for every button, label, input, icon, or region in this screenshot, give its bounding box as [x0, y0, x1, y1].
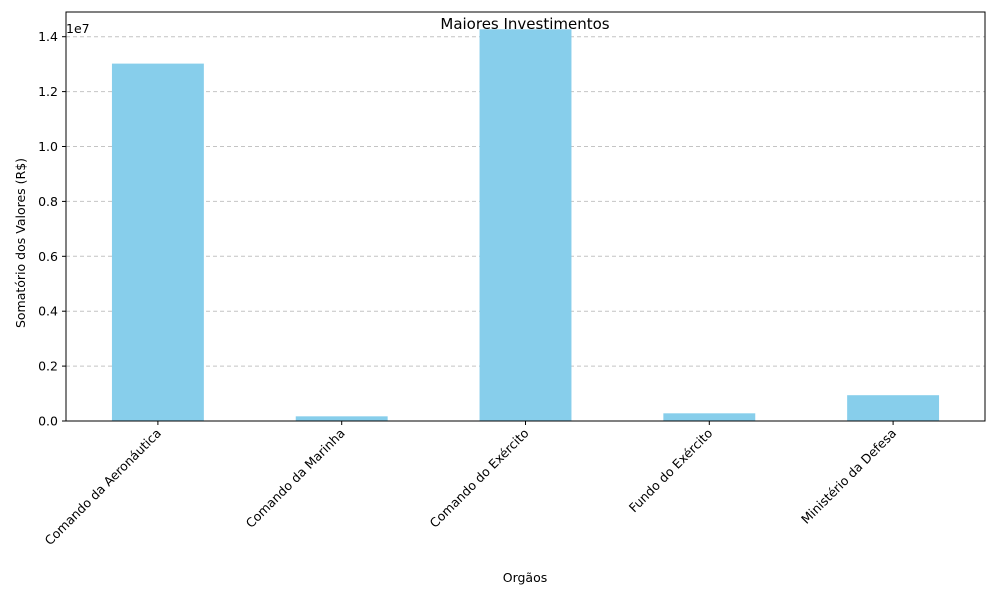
x-tick-label: Comando da Aeronáutica: [42, 426, 164, 548]
chart-title: Maiores Investimentos: [440, 15, 609, 33]
x-axis-ticks: Comando da Aeronáutica Comando da Marinha…: [42, 421, 899, 548]
x-tick-label: Fundo do Exército: [626, 426, 716, 516]
bar: [111, 63, 204, 421]
y-tick-label: 1.2: [38, 84, 58, 99]
bar: [295, 416, 388, 421]
bar: [479, 29, 572, 422]
y-tick-label: 0.4: [38, 304, 58, 319]
y-tick-label: 0.8: [38, 194, 58, 209]
bar: [663, 413, 756, 421]
grid-lines: [66, 36, 985, 367]
x-tick-label: Comando do Exército: [427, 426, 532, 531]
bar: [847, 395, 940, 421]
x-axis-title: Orgãos: [503, 570, 548, 585]
x-tick-label: Ministério da Defesa: [798, 426, 899, 527]
y-offset-label: 1e7: [66, 21, 90, 36]
y-tick-label: 0.2: [38, 359, 58, 374]
y-tick-label: 1.0: [38, 139, 58, 154]
x-tick-label: Comando da Marinha: [243, 426, 348, 531]
y-tick-label: 1.4: [38, 29, 58, 44]
y-tick-label: 0.0: [38, 414, 58, 429]
bars: [111, 29, 940, 422]
y-tick-label: 0.6: [38, 249, 58, 264]
y-axis-ticks: 0.0 0.2 0.4 0.6 0.8 1.0 1.2 1.4: [38, 29, 66, 429]
y-axis-title: Somatório dos Valores (R$): [13, 158, 28, 328]
